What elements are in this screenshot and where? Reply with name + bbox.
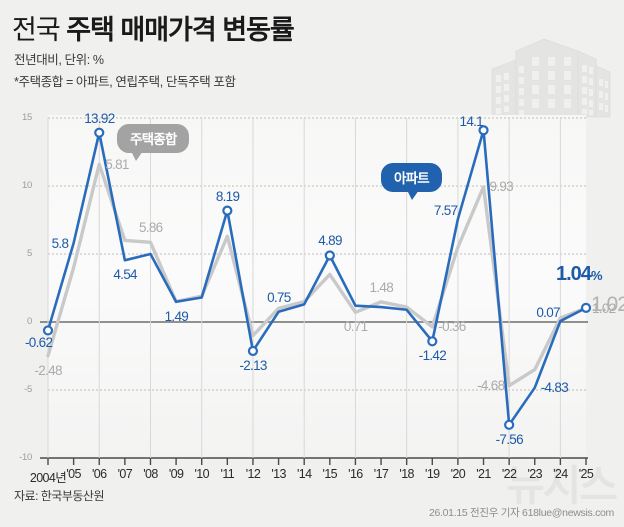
x-axis-tick-label: '21 xyxy=(476,467,491,481)
newsis-watermark: 뉴시스 xyxy=(506,462,618,509)
y-axis-tick-label: -5 xyxy=(24,384,32,395)
credit-line: 26.01.15 전진우 기자 618lue@newsis.com xyxy=(428,507,614,519)
legend-badge-housing-total[interactable]: 주택종합 xyxy=(117,124,190,161)
y-axis-tick-label: 15 xyxy=(22,112,32,123)
data-label-apartment: 4.54 xyxy=(113,267,137,283)
x-axis-tick-label: '07 xyxy=(117,467,133,481)
data-label-housing-total: 1.48 xyxy=(369,279,394,295)
data-label-apartment: 1.49 xyxy=(164,308,189,324)
x-axis-tick-label: '15 xyxy=(322,467,338,481)
title-part-1: 전국 xyxy=(12,15,67,45)
x-axis-tick-label: '05 xyxy=(66,467,81,481)
x-axis-tick-label: '13 xyxy=(271,467,286,481)
legend-badge-apartment[interactable]: 아파트 xyxy=(381,163,442,200)
x-axis-tick-label: '10 xyxy=(194,467,209,481)
data-label-housing-total: -0.36 xyxy=(438,319,466,335)
y-axis-tick-label: 5 xyxy=(27,248,32,259)
data-label-housing-total: 9.93 xyxy=(489,179,514,195)
x-axis-tick-label: '09 xyxy=(168,467,184,481)
x-axis-tick-label: '11 xyxy=(220,467,235,481)
data-label-apartment: -4.83 xyxy=(540,380,569,396)
x-axis-tick-label: '25 xyxy=(578,467,594,481)
data-label-housing-total: -4.68 xyxy=(477,378,505,394)
data-label-apartment: -2.13 xyxy=(239,357,267,373)
top-spacer xyxy=(0,0,624,3)
data-label-housing-total: -2.48 xyxy=(34,362,63,378)
data-label-apartment: -0.62 xyxy=(25,335,53,351)
subtitle-note: *주택종합 = 아파트, 연립주택, 단독주택 포함 xyxy=(14,75,236,89)
x-axis-tick-label: '16 xyxy=(348,467,363,481)
data-label-housing-total: 0.71 xyxy=(343,319,368,335)
x-axis-tick-label: '22 xyxy=(501,467,517,481)
data-label-housing-total: 5.86 xyxy=(138,220,163,236)
highlight-value-apartment: 1.04% xyxy=(556,263,602,286)
highlight-value-housing-total: 1.02 xyxy=(591,293,624,317)
legend-badge-housing-total-label: 주택종합 xyxy=(130,132,177,147)
badge-tail xyxy=(131,151,143,161)
data-label-housing-total: 5.81 xyxy=(105,156,129,172)
data-label-apartment: 4.89 xyxy=(318,233,342,249)
x-axis-tick-label: '17 xyxy=(373,467,389,481)
data-label-apartment: 0.07 xyxy=(536,305,560,321)
data-label-apartment: 0.75 xyxy=(267,289,291,305)
data-label-housing-total: 1.02 xyxy=(592,300,616,316)
source-note: 자료: 한국부동산원 xyxy=(14,489,105,503)
data-label-apartment: 8.19 xyxy=(215,188,240,204)
x-axis-tick-label: '12 xyxy=(245,467,261,481)
highlight-number: 1.04 xyxy=(556,262,592,285)
x-axis-tick-label: '19 xyxy=(425,467,440,481)
x-axis-tick-label: '23 xyxy=(527,467,543,481)
x-axis-tick-label: '20 xyxy=(450,467,466,481)
data-label-apartment: 5.8 xyxy=(51,235,69,251)
x-axis-tick-label: '14 xyxy=(296,467,312,481)
data-label-apartment: 7.57 xyxy=(433,203,458,219)
data-label-apartment: 13.92 xyxy=(84,110,115,126)
data-label-apartment: 14.1 xyxy=(459,114,484,130)
data-label-apartment: -1.42 xyxy=(418,348,447,364)
x-axis-tick-label: '06 xyxy=(91,467,107,481)
percent-sign: % xyxy=(590,267,603,283)
page-title: 전국 주택 매매가격 변동률 xyxy=(12,8,295,47)
x-axis-tick-label: 2004년 xyxy=(29,471,67,485)
x-axis-tick-label: '18 xyxy=(399,467,414,481)
legend-badge-apartment-label: 아파트 xyxy=(394,171,430,186)
subtitle-units: 전년대비, 단위: % xyxy=(14,53,104,67)
badge-tail xyxy=(407,190,419,200)
y-axis-tick-label: 0 xyxy=(27,316,32,327)
y-axis-tick-label: 10 xyxy=(22,180,32,191)
y-axis-tick-label: -10 xyxy=(19,452,32,463)
x-axis-tick-label: '08 xyxy=(143,467,158,481)
x-axis-tick-label: '24 xyxy=(553,467,568,481)
title-part-2: 주택 매매가격 변동률 xyxy=(66,15,295,45)
apartment-building-illustration xyxy=(491,38,611,118)
data-label-apartment: -7.56 xyxy=(495,431,524,447)
